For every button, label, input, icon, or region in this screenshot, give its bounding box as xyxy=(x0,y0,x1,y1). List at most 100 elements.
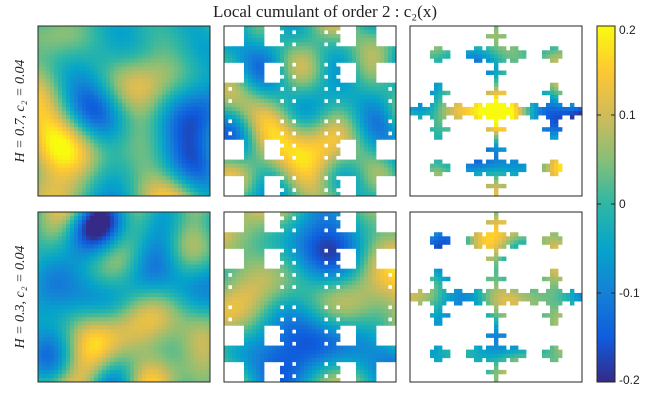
heatmap-cell xyxy=(138,50,143,55)
heatmap-cell xyxy=(248,183,253,189)
heatmap-cell xyxy=(268,159,273,165)
heatmap-cell xyxy=(170,171,175,177)
heatmap-cell xyxy=(118,147,123,152)
heatmap-cell xyxy=(268,106,273,112)
heatmap-cell xyxy=(162,90,167,96)
heatmap-cell xyxy=(252,131,257,136)
heatmap-cell xyxy=(332,111,337,116)
heatmap-cell xyxy=(162,272,167,278)
heatmap-cell xyxy=(66,268,71,274)
heatmap-cell xyxy=(122,228,127,233)
heatmap-cell xyxy=(174,159,179,165)
heatmap-cell xyxy=(62,280,67,286)
heatmap-cell xyxy=(78,70,83,75)
heatmap-cell xyxy=(118,280,123,286)
heatmap-cell xyxy=(502,163,507,169)
heatmap-cell xyxy=(134,212,139,217)
heatmap-cell xyxy=(74,82,79,88)
heatmap-cell xyxy=(240,111,245,116)
heatmap-cell xyxy=(392,50,397,55)
heatmap-cell xyxy=(134,337,139,342)
heatmap-cell xyxy=(66,280,71,286)
heatmap-cell xyxy=(130,292,135,298)
heatmap-cell xyxy=(74,187,79,193)
heatmap-cell xyxy=(232,167,237,173)
heatmap-cell xyxy=(138,119,143,124)
heatmap-cell xyxy=(434,131,439,136)
heatmap-cell xyxy=(198,175,203,181)
heatmap-cell xyxy=(304,147,309,152)
heatmap-cell xyxy=(106,171,111,177)
heatmap-cell xyxy=(202,70,207,75)
heatmap-cell xyxy=(78,86,83,92)
heatmap-cell xyxy=(146,284,151,290)
heatmap-cell xyxy=(162,159,167,165)
heatmap-cell xyxy=(256,66,261,71)
heatmap-cell xyxy=(312,54,317,59)
heatmap-cell xyxy=(194,90,199,96)
heatmap-cell xyxy=(102,123,107,128)
heatmap-cell xyxy=(308,38,313,43)
heatmap-cell xyxy=(182,131,187,136)
heatmap-cell xyxy=(102,248,107,253)
heatmap-cell xyxy=(368,30,373,35)
heatmap-cell xyxy=(478,102,483,108)
heatmap-cell xyxy=(98,228,103,233)
heatmap-cell xyxy=(134,139,139,144)
heatmap-cell xyxy=(102,240,107,245)
heatmap-cell xyxy=(70,123,75,128)
heatmap-cell xyxy=(62,131,67,136)
heatmap-cell xyxy=(138,163,143,169)
heatmap-cell xyxy=(194,167,199,173)
heatmap-cell xyxy=(272,127,277,132)
heatmap-cell xyxy=(166,46,171,51)
heatmap-cell xyxy=(260,38,265,43)
heatmap-cell xyxy=(558,50,563,55)
heatmap-cell xyxy=(126,276,131,282)
heatmap-cell xyxy=(376,123,381,128)
heatmap-cell xyxy=(118,42,123,47)
heatmap-cell xyxy=(332,131,337,136)
heatmap-cell xyxy=(86,216,91,221)
heatmap-cell xyxy=(174,42,179,47)
heatmap-cell xyxy=(182,248,187,253)
heatmap-cell xyxy=(194,232,199,237)
heatmap-cell xyxy=(296,38,301,43)
heatmap-cell xyxy=(304,102,309,108)
heatmap-cell xyxy=(392,163,397,169)
heatmap-cell xyxy=(340,94,345,100)
heatmap-cell xyxy=(244,179,249,185)
heatmap-cell xyxy=(166,143,171,148)
heatmap-cell xyxy=(194,123,199,128)
heatmap-cell xyxy=(482,54,487,59)
heatmap-cell xyxy=(174,46,179,51)
heatmap-cell xyxy=(150,280,155,286)
heatmap-cell xyxy=(82,232,87,237)
heatmap-cell xyxy=(78,244,83,249)
heatmap-cell xyxy=(94,256,99,261)
heatmap-cell xyxy=(574,106,579,112)
heatmap-cell xyxy=(126,240,131,245)
heatmap-cell xyxy=(150,50,155,55)
heatmap-cell xyxy=(150,313,155,318)
heatmap-cell xyxy=(46,147,51,152)
heatmap-cell xyxy=(300,82,305,88)
heatmap-cell xyxy=(82,94,87,100)
heatmap-cell xyxy=(50,111,55,116)
heatmap-cell xyxy=(66,143,71,148)
heatmap-cell xyxy=(316,127,321,132)
heatmap-cell xyxy=(62,119,67,124)
heatmap-cell xyxy=(494,163,499,169)
heatmap-cell xyxy=(130,147,135,152)
heatmap-cell xyxy=(158,268,163,274)
heatmap-cell xyxy=(38,163,43,169)
heatmap-cell xyxy=(232,115,237,120)
heatmap-cell xyxy=(130,179,135,185)
heatmap-cell xyxy=(182,111,187,116)
heatmap-cell xyxy=(98,119,103,124)
heatmap-cell xyxy=(94,276,99,282)
heatmap-cell xyxy=(158,244,163,249)
heatmap-cell xyxy=(130,240,135,245)
heatmap-cell xyxy=(190,111,195,116)
heatmap-cell xyxy=(348,111,353,116)
